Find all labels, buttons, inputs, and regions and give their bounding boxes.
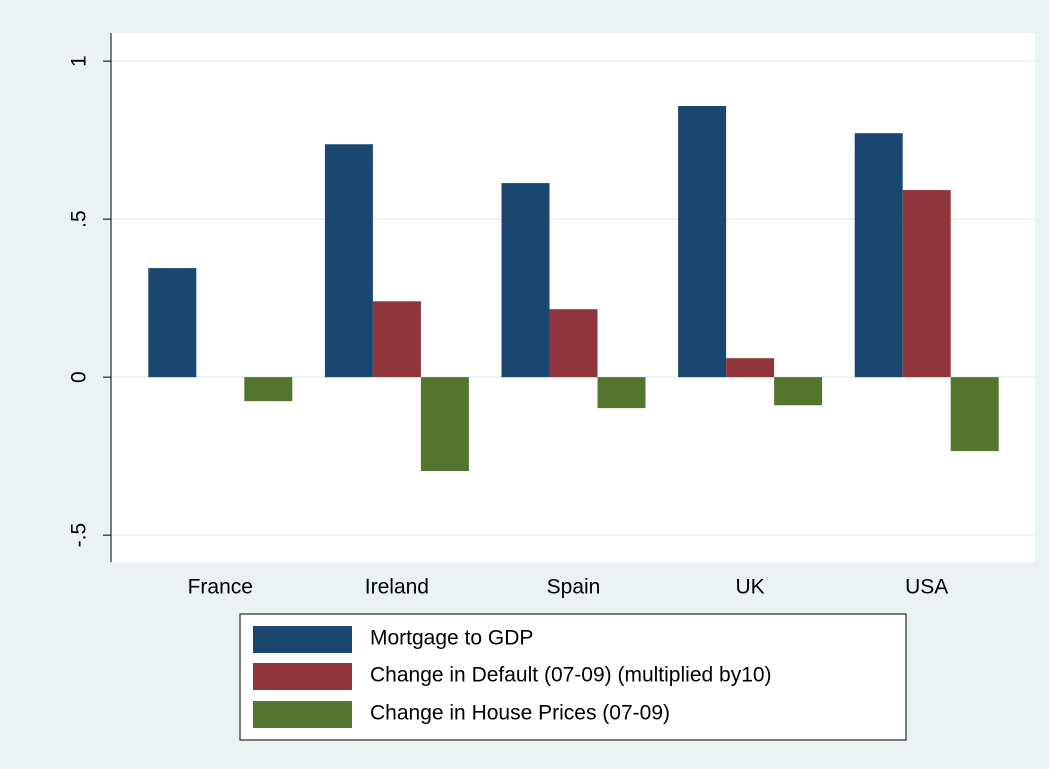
bar xyxy=(501,183,550,378)
bar xyxy=(950,377,999,452)
bar xyxy=(372,301,421,378)
legend-swatch xyxy=(253,701,352,728)
legend-label: Change in Default (07-09) (multiplied by… xyxy=(370,664,772,687)
bar xyxy=(420,377,469,471)
bar xyxy=(678,105,727,378)
y-tick-label: -.5 xyxy=(68,523,91,548)
bar xyxy=(244,377,293,402)
y-tick-label: 1 xyxy=(68,55,91,67)
x-tick-label: Ireland xyxy=(365,576,429,599)
y-tick-label: .5 xyxy=(68,210,91,228)
bar xyxy=(549,309,598,378)
bar xyxy=(726,358,775,378)
x-tick-label: USA xyxy=(905,576,948,599)
bar xyxy=(324,144,373,378)
bar xyxy=(902,190,951,378)
legend-swatch xyxy=(253,663,352,690)
bar xyxy=(774,377,823,406)
legend-swatch xyxy=(253,626,352,653)
legend-label: Change in House Prices (07-09) xyxy=(370,702,670,725)
x-tick-label: UK xyxy=(736,576,765,599)
bar xyxy=(854,133,903,378)
legend-label: Mortgage to GDP xyxy=(370,627,533,650)
y-tick-label: 0 xyxy=(68,371,91,383)
x-tick-label: France xyxy=(188,576,253,599)
bar xyxy=(597,377,646,409)
x-tick-label: Spain xyxy=(547,576,601,599)
bar xyxy=(148,268,197,378)
